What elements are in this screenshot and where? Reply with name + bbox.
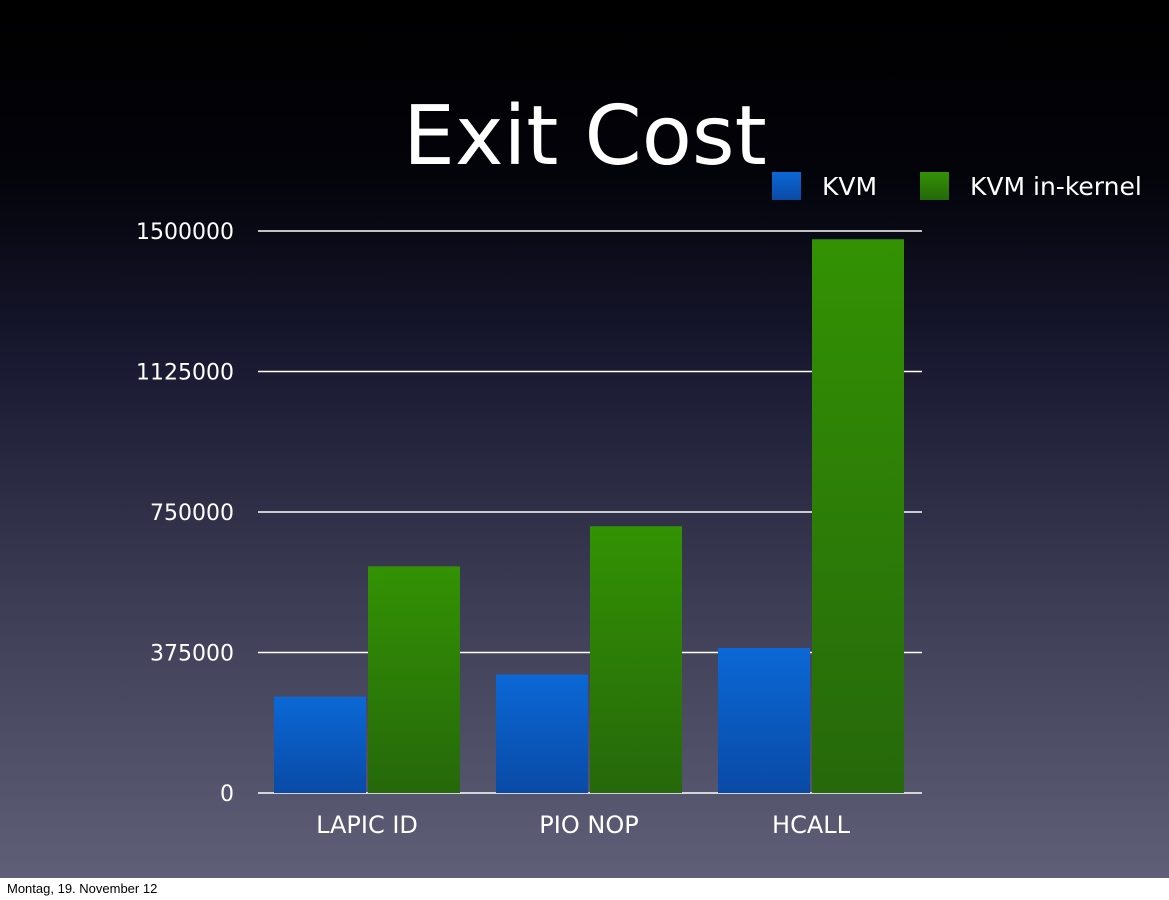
- legend-label: KVM: [822, 172, 877, 201]
- y-tick-label: 750000: [150, 501, 234, 526]
- chart-title: Exit Cost: [403, 89, 767, 184]
- y-axis-ticks: 0 375000 750000 1125000 1500000: [136, 220, 234, 807]
- x-category-label: HCALL: [772, 811, 851, 839]
- legend: KVM KVM in-kernel: [772, 172, 1142, 201]
- y-tick-label: 1125000: [136, 361, 234, 386]
- slide-background: Exit Cost 0 375000 750000 1125000 1500000 LA…: [0, 0, 1169, 878]
- bar-chart: Exit Cost 0 375000 750000 1125000 1500000 LA…: [136, 89, 1142, 839]
- bars: [274, 239, 904, 793]
- bar-kvm-pio-nop: [496, 674, 588, 793]
- legend-swatch: [772, 172, 801, 200]
- bar-kvm-lapic-id: [274, 696, 366, 793]
- bar-kvm-in-kernel-pio-nop: [590, 526, 682, 793]
- legend-swatch: [920, 172, 949, 200]
- footer-date: Montag, 19. November 12: [7, 881, 158, 896]
- legend-label: KVM in-kernel: [970, 172, 1142, 201]
- footer-bar: Montag, 19. November 12: [0, 878, 1169, 900]
- y-tick-label: 0: [220, 782, 234, 807]
- x-axis-labels: LAPIC ID PIO NOP HCALL: [316, 811, 851, 839]
- x-category-label: LAPIC ID: [316, 811, 418, 839]
- y-tick-label: 1500000: [136, 220, 234, 245]
- y-tick-label: 375000: [150, 642, 234, 667]
- x-category-label: PIO NOP: [539, 811, 638, 839]
- bar-kvm-hcall: [718, 648, 810, 793]
- bar-kvm-in-kernel-hcall: [812, 239, 904, 793]
- bar-kvm-in-kernel-lapic-id: [368, 566, 460, 793]
